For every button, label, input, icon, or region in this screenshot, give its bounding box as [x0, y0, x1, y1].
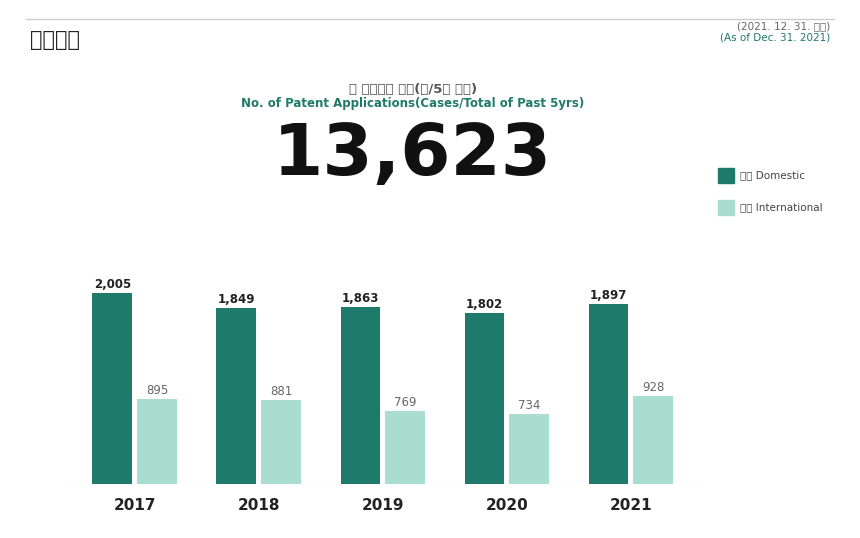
Text: 1,863: 1,863	[341, 292, 379, 305]
Text: (As of Dec. 31. 2021): (As of Dec. 31. 2021)	[720, 32, 830, 43]
Text: No. of Patent Applications(Cases/Total of Past 5yrs): No. of Patent Applications(Cases/Total o…	[241, 97, 585, 110]
Bar	[588, 303, 629, 484]
Text: 국내 Domestic: 국내 Domestic	[740, 171, 806, 180]
Text: 769: 769	[394, 396, 416, 409]
Bar	[137, 399, 177, 484]
Text: 1,802: 1,802	[466, 298, 503, 311]
Text: 특허출원: 특허출원	[30, 30, 80, 49]
Bar	[633, 396, 673, 484]
Text: 928: 928	[642, 381, 664, 394]
Text: 국제 International: 국제 International	[740, 203, 823, 213]
Bar	[93, 293, 132, 484]
Bar	[385, 411, 425, 484]
Text: 1,849: 1,849	[218, 293, 255, 306]
Text: 1,897: 1,897	[590, 289, 627, 302]
Bar	[217, 308, 256, 484]
Bar	[464, 313, 504, 484]
Text: 734: 734	[518, 399, 540, 413]
Bar	[341, 307, 380, 484]
Text: (2021. 12. 31. 기준): (2021. 12. 31. 기준)	[737, 22, 830, 32]
Text: 895: 895	[146, 384, 168, 397]
Text: 881: 881	[270, 385, 292, 399]
Text: 13,623: 13,623	[273, 121, 552, 190]
Text: 총 특허출원 건수(건/5년 누적): 총 특허출원 건수(건/5년 누적)	[349, 83, 476, 96]
Text: 2,005: 2,005	[94, 279, 131, 292]
Bar	[509, 414, 549, 484]
Bar	[261, 400, 301, 484]
